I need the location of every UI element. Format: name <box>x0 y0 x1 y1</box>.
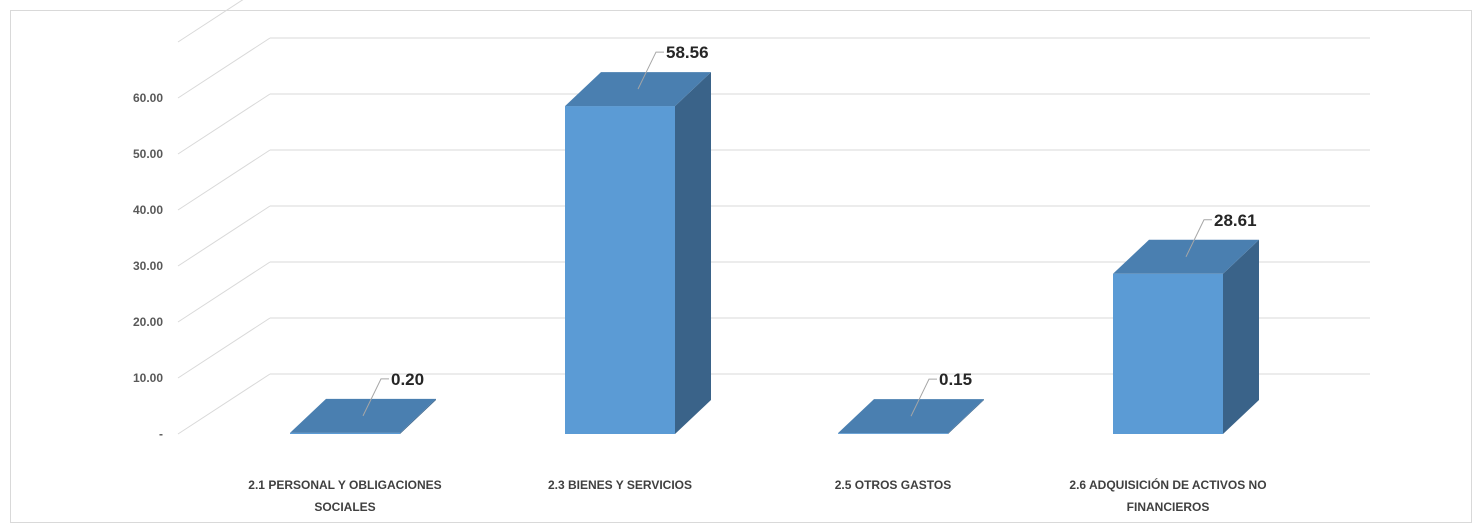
data-label-leader <box>362 378 389 417</box>
y-tick-label: 60.00 <box>133 91 163 105</box>
data-label-leader <box>1185 219 1212 258</box>
bar-front <box>838 433 948 434</box>
bar-side <box>948 399 984 434</box>
bar-side <box>400 398 436 434</box>
bar-side <box>675 72 711 435</box>
gridline-diagonal <box>177 37 271 99</box>
x-category-label: 2.5 OTROS GASTOS <box>835 478 951 492</box>
bar-front <box>290 432 400 434</box>
bar-front <box>565 106 675 435</box>
gridline-diagonal <box>177 261 271 323</box>
bar-front <box>1113 273 1223 434</box>
y-tick-label: 50.00 <box>133 147 163 161</box>
x-category-label: 2.1 PERSONAL Y OBLIGACIONES <box>248 478 441 492</box>
data-label: 58.56 <box>666 43 709 62</box>
data-label: 28.61 <box>1214 211 1257 230</box>
y-tick-label: 20.00 <box>133 315 163 329</box>
data-label: 0.20 <box>391 370 424 389</box>
x-category-label: FINANCIEROS <box>1127 500 1210 514</box>
gridline-diagonal <box>177 373 271 435</box>
bar-side <box>1223 239 1259 434</box>
x-category-label: 2.6 ADQUISICIÓN DE ACTIVOS NO <box>1069 477 1266 492</box>
x-category-label: SOCIALES <box>314 500 375 514</box>
gridline-diagonal <box>177 149 271 211</box>
gridline-diagonal <box>177 0 244 43</box>
gridline-diagonal <box>177 93 271 155</box>
gridline-diagonal <box>177 317 271 379</box>
gridline-diagonal <box>177 205 271 267</box>
y-tick-label: - <box>159 427 163 441</box>
data-label-leader <box>637 51 664 90</box>
data-label: 0.15 <box>939 370 972 389</box>
data-label-leader <box>910 378 937 417</box>
y-tick-label: 30.00 <box>133 259 163 273</box>
y-tick-label: 10.00 <box>133 371 163 385</box>
y-tick-label: 40.00 <box>133 203 163 217</box>
x-category-label: 2.3 BIENES Y SERVICIOS <box>548 478 692 492</box>
